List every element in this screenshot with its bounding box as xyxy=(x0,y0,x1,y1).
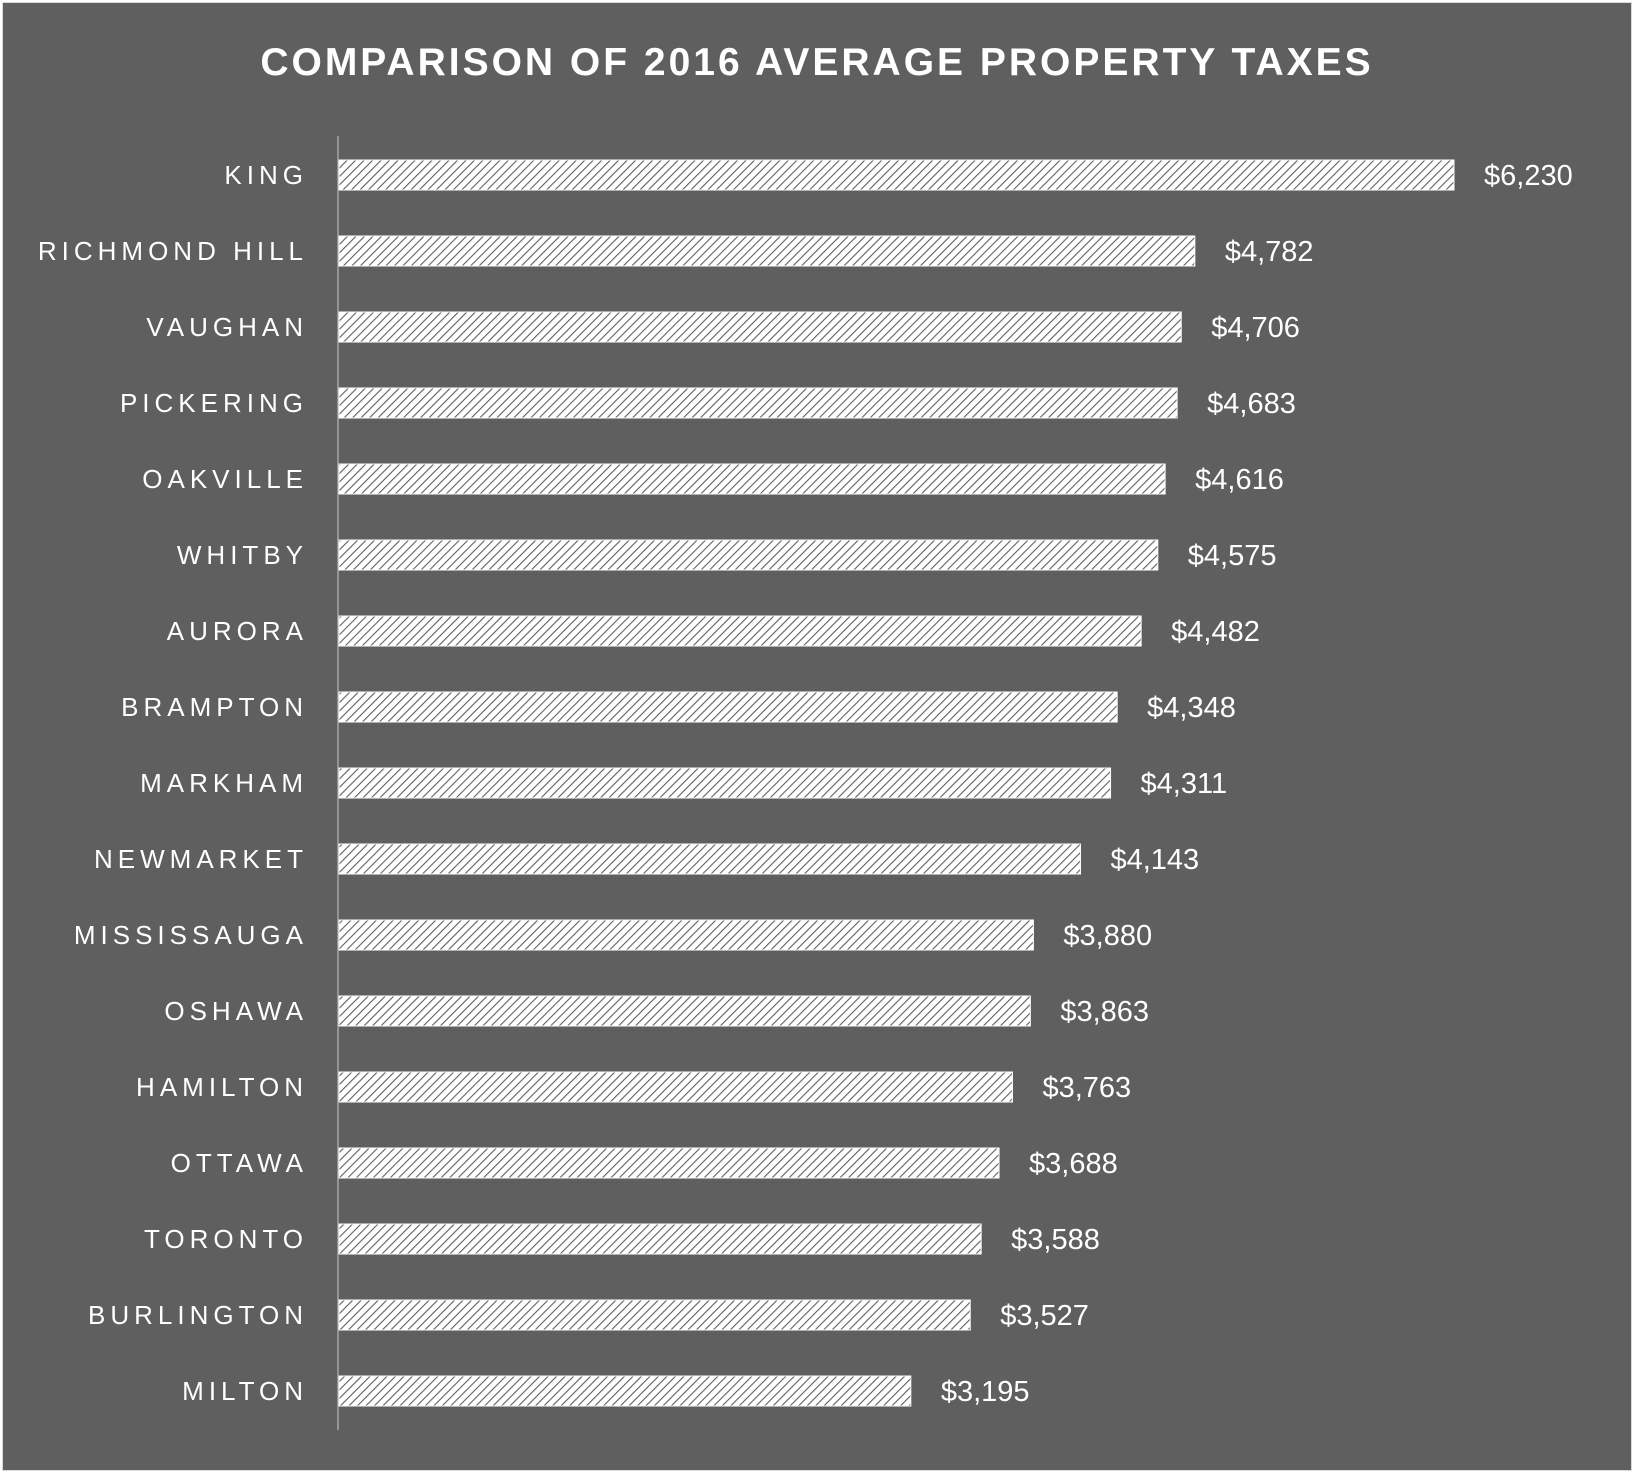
category-label-oakville: OAKVILLE xyxy=(142,464,308,494)
bar-newmarket xyxy=(338,843,1081,875)
value-label-vaughan: $4,706 xyxy=(1211,312,1300,344)
value-label-newmarket: $4,143 xyxy=(1110,844,1199,876)
value-label-burlington: $3,527 xyxy=(1000,1300,1089,1332)
value-label-milton: $3,195 xyxy=(941,1376,1030,1408)
bar-mississauga xyxy=(338,919,1034,951)
category-label-king: KING xyxy=(224,160,308,190)
category-label-newmarket: NEWMARKET xyxy=(94,844,308,874)
value-label-ottawa: $3,688 xyxy=(1029,1148,1118,1180)
category-label-milton: MILTON xyxy=(182,1376,308,1406)
category-label-pickering: PICKERING xyxy=(120,388,308,418)
category-label-toronto: TORONTO xyxy=(144,1224,308,1254)
bar-whitby xyxy=(338,539,1159,571)
category-label-aurora: AURORA xyxy=(167,616,308,646)
bar-pickering xyxy=(338,387,1178,419)
chart-title: COMPARISON OF 2016 AVERAGE PROPERTY TAXE… xyxy=(260,41,1374,84)
chart-plot: KING $6,230 RICHMOND HILL $4,782 VAUGHAN $4,7… xyxy=(38,136,1573,1430)
bar-ottawa xyxy=(338,1147,1000,1179)
value-label-toronto: $3,588 xyxy=(1011,1224,1100,1256)
value-label-aurora: $4,482 xyxy=(1171,616,1260,648)
bar-king xyxy=(338,159,1455,191)
value-label-whitby: $4,575 xyxy=(1188,540,1277,572)
bar-toronto xyxy=(338,1223,982,1255)
category-label-richmond-hill: RICHMOND HILL xyxy=(38,236,308,266)
category-label-ottawa: OTTAWA xyxy=(171,1148,308,1178)
value-label-markham: $4,311 xyxy=(1141,768,1228,800)
value-label-richmond-hill: $4,782 xyxy=(1225,236,1314,268)
bar-aurora xyxy=(338,615,1142,647)
category-label-vaughan: VAUGHAN xyxy=(146,312,308,342)
value-label-hamilton: $3,763 xyxy=(1042,1072,1131,1104)
bar-milton xyxy=(338,1375,912,1407)
value-label-oakville: $4,616 xyxy=(1195,464,1284,496)
bar-brampton xyxy=(338,691,1118,723)
bars-layer: KING $6,230 RICHMOND HILL $4,782 VAUGHAN $4,7… xyxy=(38,159,1573,1408)
value-label-mississauga: $3,880 xyxy=(1063,920,1152,952)
category-label-mississauga: MISSISSAUGA xyxy=(74,920,308,950)
value-label-oshawa: $3,863 xyxy=(1060,996,1149,1028)
bar-oshawa xyxy=(338,995,1031,1027)
bar-markham xyxy=(338,767,1112,799)
category-label-burlington: BURLINGTON xyxy=(88,1300,308,1330)
category-label-markham: MARKHAM xyxy=(140,768,308,798)
bar-richmond-hill xyxy=(338,235,1196,267)
bar-burlington xyxy=(338,1299,971,1331)
category-label-whitby: WHITBY xyxy=(177,540,308,570)
bar-vaughan xyxy=(338,311,1182,343)
bar-hamilton xyxy=(338,1071,1013,1103)
bar-oakville xyxy=(338,463,1166,495)
category-label-hamilton: HAMILTON xyxy=(136,1072,308,1102)
category-label-oshawa: OSHAWA xyxy=(164,996,308,1026)
category-label-brampton: BRAMPTON xyxy=(121,692,308,722)
value-label-pickering: $4,683 xyxy=(1207,388,1296,420)
value-label-king: $6,230 xyxy=(1484,160,1573,192)
value-label-brampton: $4,348 xyxy=(1147,692,1236,724)
